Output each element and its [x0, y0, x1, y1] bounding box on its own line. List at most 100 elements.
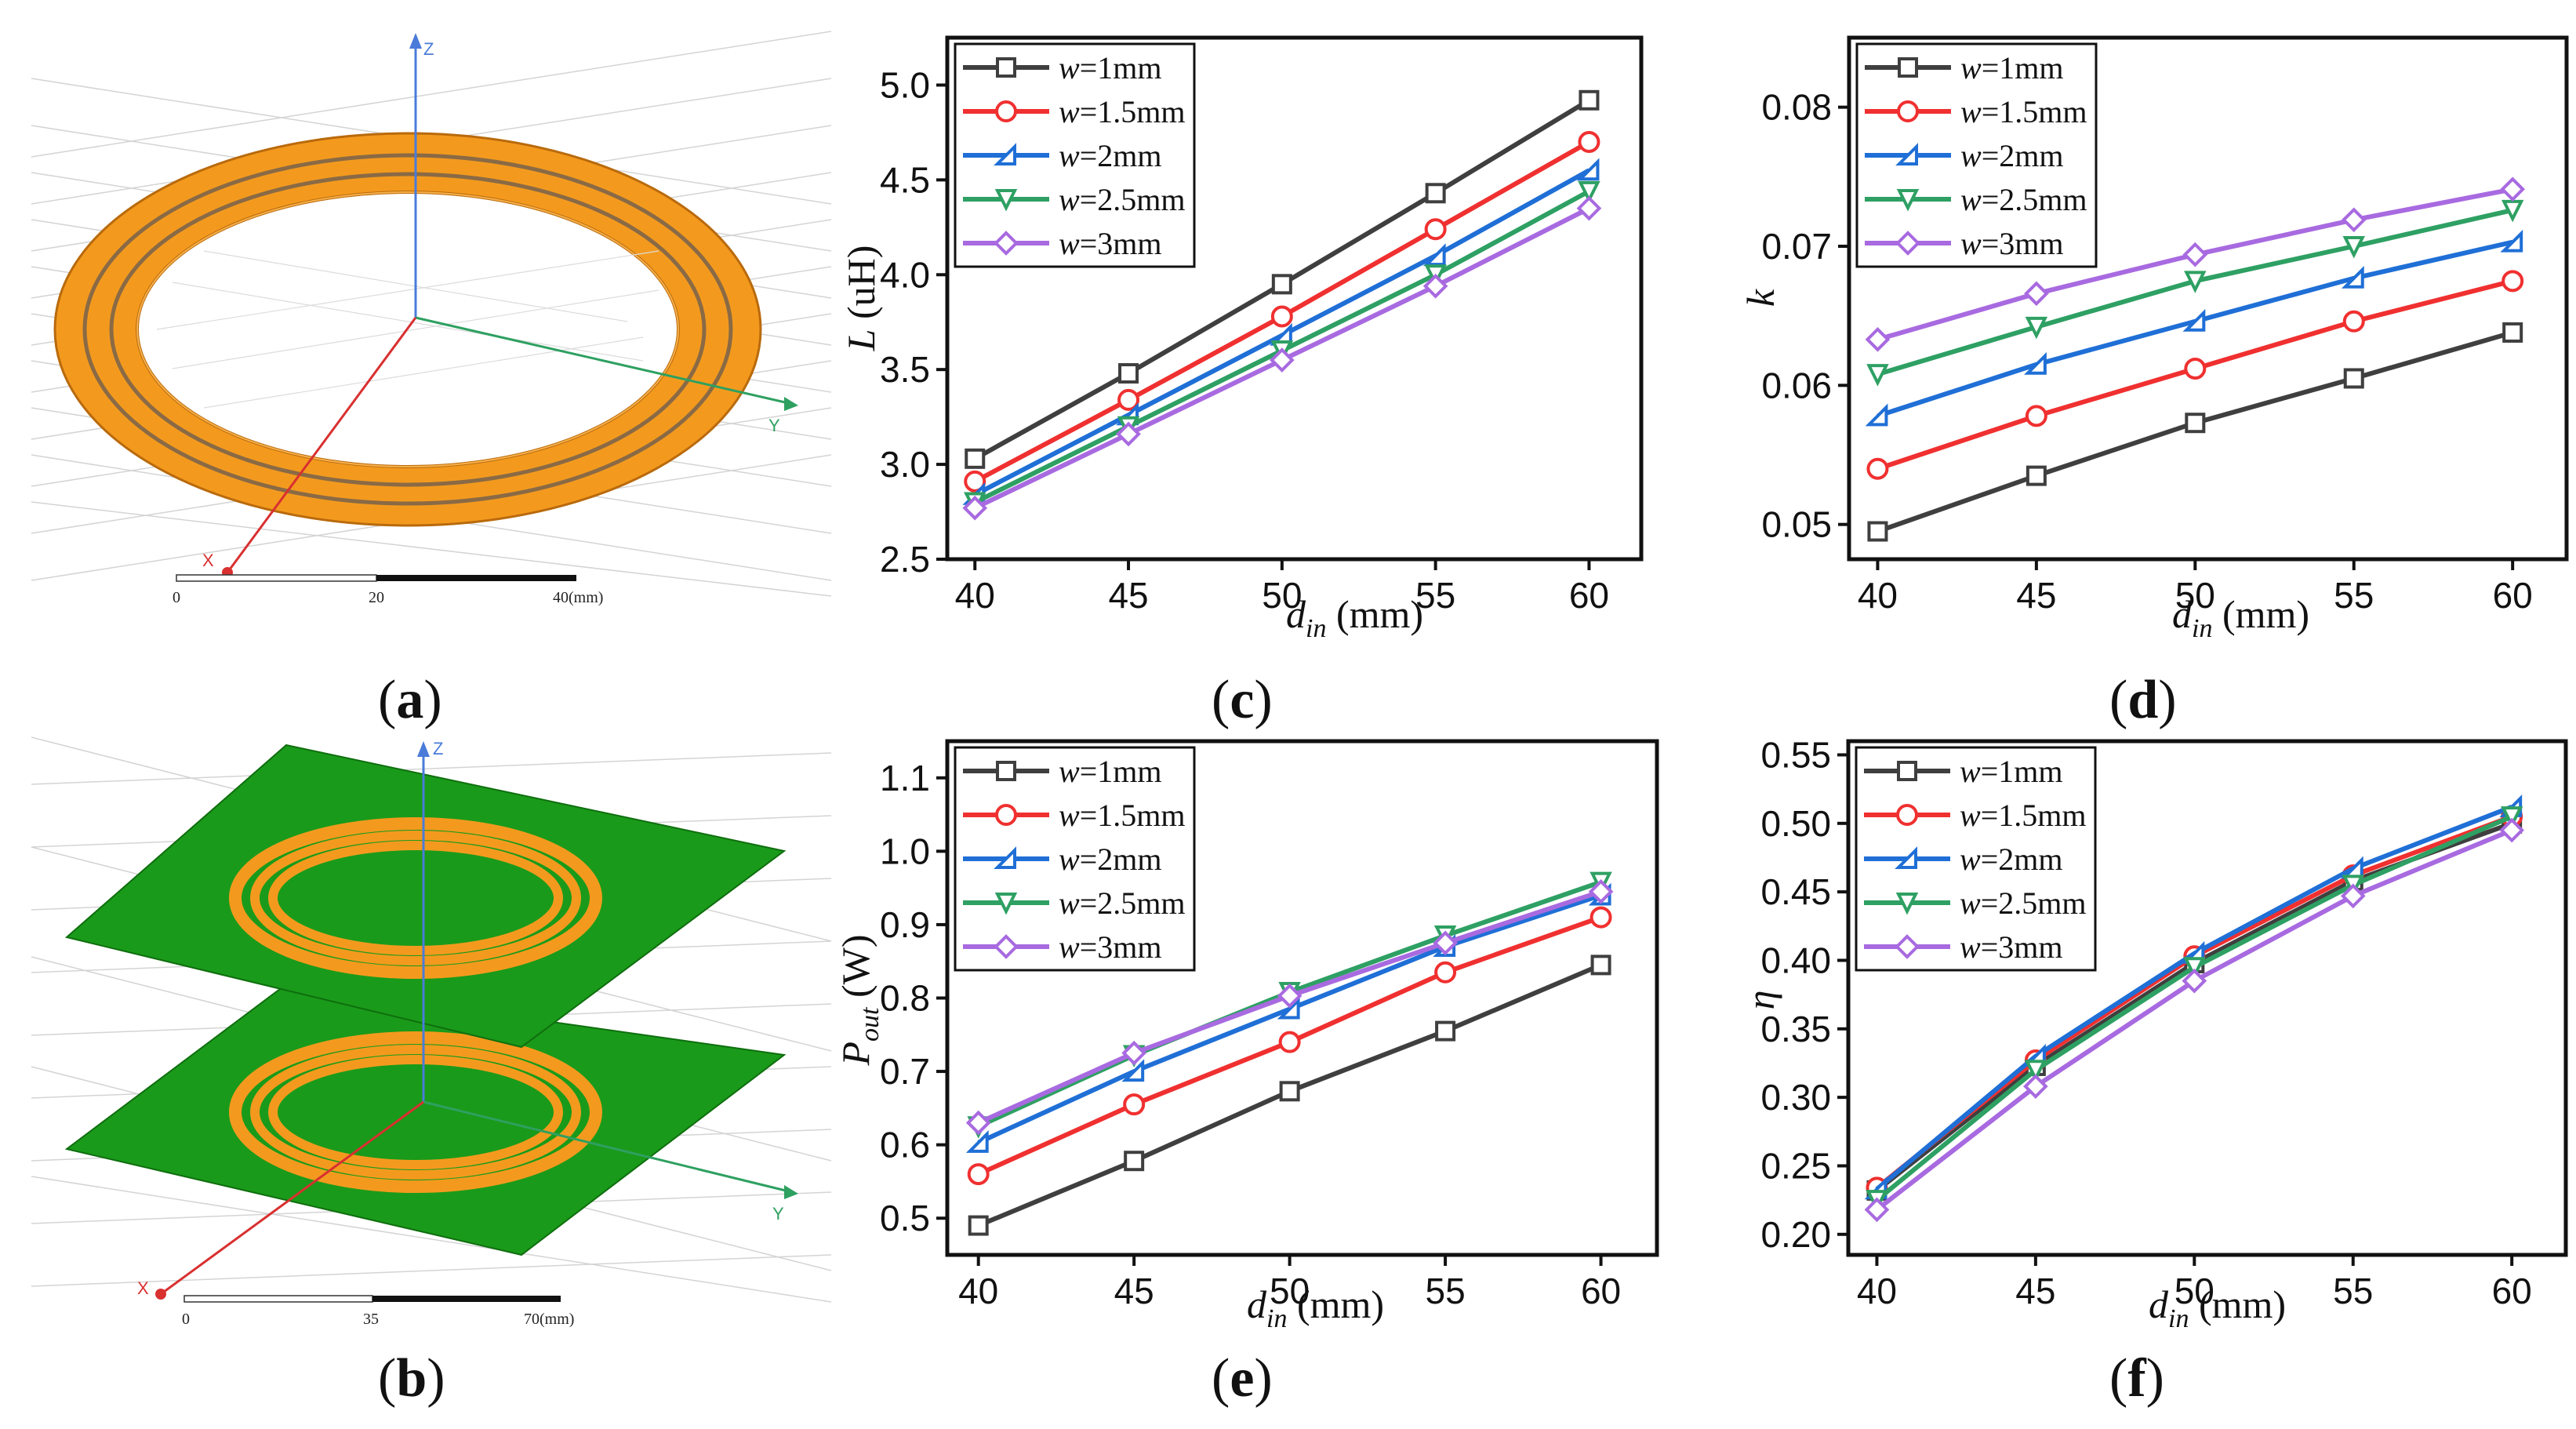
data-point [1434, 961, 1457, 984]
x-tick-label: 50 [1262, 575, 1302, 616]
legend-label: w=2.5mm [1960, 182, 2087, 217]
data-point [964, 470, 986, 493]
data-point [2024, 351, 2047, 375]
legend-label: w=1mm [1960, 50, 2063, 85]
panel-a-inner-grid [156, 250, 659, 409]
x-axis-label: X [202, 551, 214, 570]
y-tick-label: 0.25 [1760, 1145, 1831, 1186]
y-tick-label: 3.5 [880, 349, 930, 390]
chart-panel-f: 0.20 0.25 0.30 0.35 0.40 0.45 0.50 0.55 40 45 50 55… [1739, 734, 2568, 1409]
data-point [1422, 273, 1448, 299]
legend-label: w=3mm [1960, 226, 2063, 261]
panel-a-model: Z Y X 0 20 40(mm) (a) [31, 31, 832, 730]
ruler-label-40mm: 40(mm) [553, 589, 603, 606]
y-tick-label: 0.5 [880, 1198, 930, 1238]
x-tick-label: 50 [2175, 575, 2215, 616]
data-point [2500, 176, 2526, 202]
caption-c: (c) [1212, 670, 1273, 730]
x-tick-label: 60 [1581, 1271, 1621, 1311]
x-tick-label: 45 [1114, 1271, 1154, 1311]
bottom-plate [64, 983, 787, 1256]
data-point [1277, 996, 1300, 1020]
plot-frame [945, 35, 1644, 562]
data-point [1277, 983, 1303, 1009]
y-axis-label-b: Y [772, 1204, 784, 1224]
data-point [1590, 954, 1611, 976]
legend-marker [994, 893, 1018, 915]
data-point [2342, 310, 2365, 333]
data-point [1425, 183, 1446, 204]
legend: w=1mm w=1.5mm w=2mm w=2.5mm w=3mm [1855, 42, 2098, 268]
z-axis-label: Z [423, 39, 434, 59]
x-tick-label: 45 [2016, 575, 2056, 616]
data-point [1864, 1197, 1890, 1223]
x-tick-label: 55 [1426, 1271, 1466, 1311]
y-tick-label: 0.08 [1761, 87, 1832, 128]
legend-box [954, 42, 1196, 268]
data-point [2341, 265, 2364, 289]
data-point [1270, 347, 1295, 373]
y-axis-title: L (uH) [839, 245, 883, 352]
legend-label: w=2mm [1059, 138, 1161, 173]
legend-label: w=1mm [1059, 50, 1161, 85]
chart-panel-e: 0.5 0.6 0.7 0.8 0.9 1.0 1.1 40 45 50 55 60 din (mm) P… [834, 739, 1659, 1409]
panel-b-model: Z Y X 0 35 70(mm) (b) [31, 736, 832, 1409]
x-tick-label: 40 [958, 1271, 998, 1311]
data-point [1271, 274, 1292, 295]
data-point [2500, 806, 2523, 829]
data-point [2499, 817, 2525, 843]
x-tick-label: 40 [955, 575, 995, 616]
caption-f: (f) [2109, 1348, 2164, 1409]
y-axis-title: η [1739, 991, 1782, 1010]
x-tick-label: 40 [1858, 575, 1898, 616]
data-point [2182, 308, 2206, 332]
data-point [2343, 368, 2364, 389]
legend-label: w=3mm [1059, 226, 1161, 261]
data-point [2024, 281, 2049, 307]
y-tick-label: 0.55 [1760, 734, 1831, 775]
legend-label: w=2mm [1960, 138, 2063, 173]
y-tick-label: 0.35 [1760, 1009, 1831, 1049]
data-point [1590, 906, 1612, 929]
data-point [1424, 218, 1447, 241]
legend-marker [995, 100, 1017, 122]
legend-marker [1895, 231, 1920, 256]
y-tick-label: 0.07 [1761, 226, 1832, 267]
y-tick-label: 0.8 [880, 978, 930, 1019]
data-point [1279, 1081, 1300, 1102]
caption-d: (d) [2109, 670, 2177, 730]
x-tick-label: 60 [2492, 1271, 2532, 1311]
ruler-label-b-0: 0 [182, 1311, 190, 1328]
x-tick-label: 55 [2333, 1271, 2373, 1311]
y-tick-label: 4.0 [880, 254, 930, 295]
y-tick-label: 0.9 [880, 904, 930, 945]
y-axis-title: Pout (W) [834, 935, 885, 1067]
data-point [1578, 131, 1600, 153]
data-point [2184, 271, 2207, 293]
data-point [1278, 1031, 1301, 1053]
legend-label: w=1.5mm [1059, 798, 1185, 833]
legend-label: w=2.5mm [1059, 182, 1185, 217]
y-tick-label: 2.5 [880, 539, 930, 580]
legend-label: w=2.5mm [1059, 885, 1185, 921]
legend-marker [1898, 57, 1918, 78]
data-point [2502, 270, 2524, 293]
ruler-label-0: 0 [173, 589, 180, 606]
y-tick-label: 3.0 [880, 444, 930, 485]
x-axis-title: din (mm) [2172, 592, 2309, 643]
legend-marker [1895, 846, 1917, 869]
data-point [1865, 403, 1888, 427]
legend-marker [994, 934, 1019, 959]
data-point [1866, 457, 1889, 480]
x-tick-label: 55 [1415, 575, 1455, 616]
x-tick-label: 40 [1857, 1271, 1897, 1311]
legend-label: w=1.5mm [1059, 94, 1185, 129]
y-tick-label: 4.5 [880, 159, 930, 200]
legend: w=1mm w=1.5mm w=2mm w=2.5mm w=3mm [954, 42, 1196, 268]
legend-marker [1896, 189, 1920, 212]
legend: w=1mm w=1.5mm w=2mm w=2.5mm w=3mm [1855, 746, 2097, 972]
data-point [1588, 878, 1614, 904]
data-point [1422, 243, 1446, 267]
x-tick-label: 60 [2493, 575, 2533, 616]
panel-b-ruler: 0 35 70(mm) [182, 1295, 574, 1328]
